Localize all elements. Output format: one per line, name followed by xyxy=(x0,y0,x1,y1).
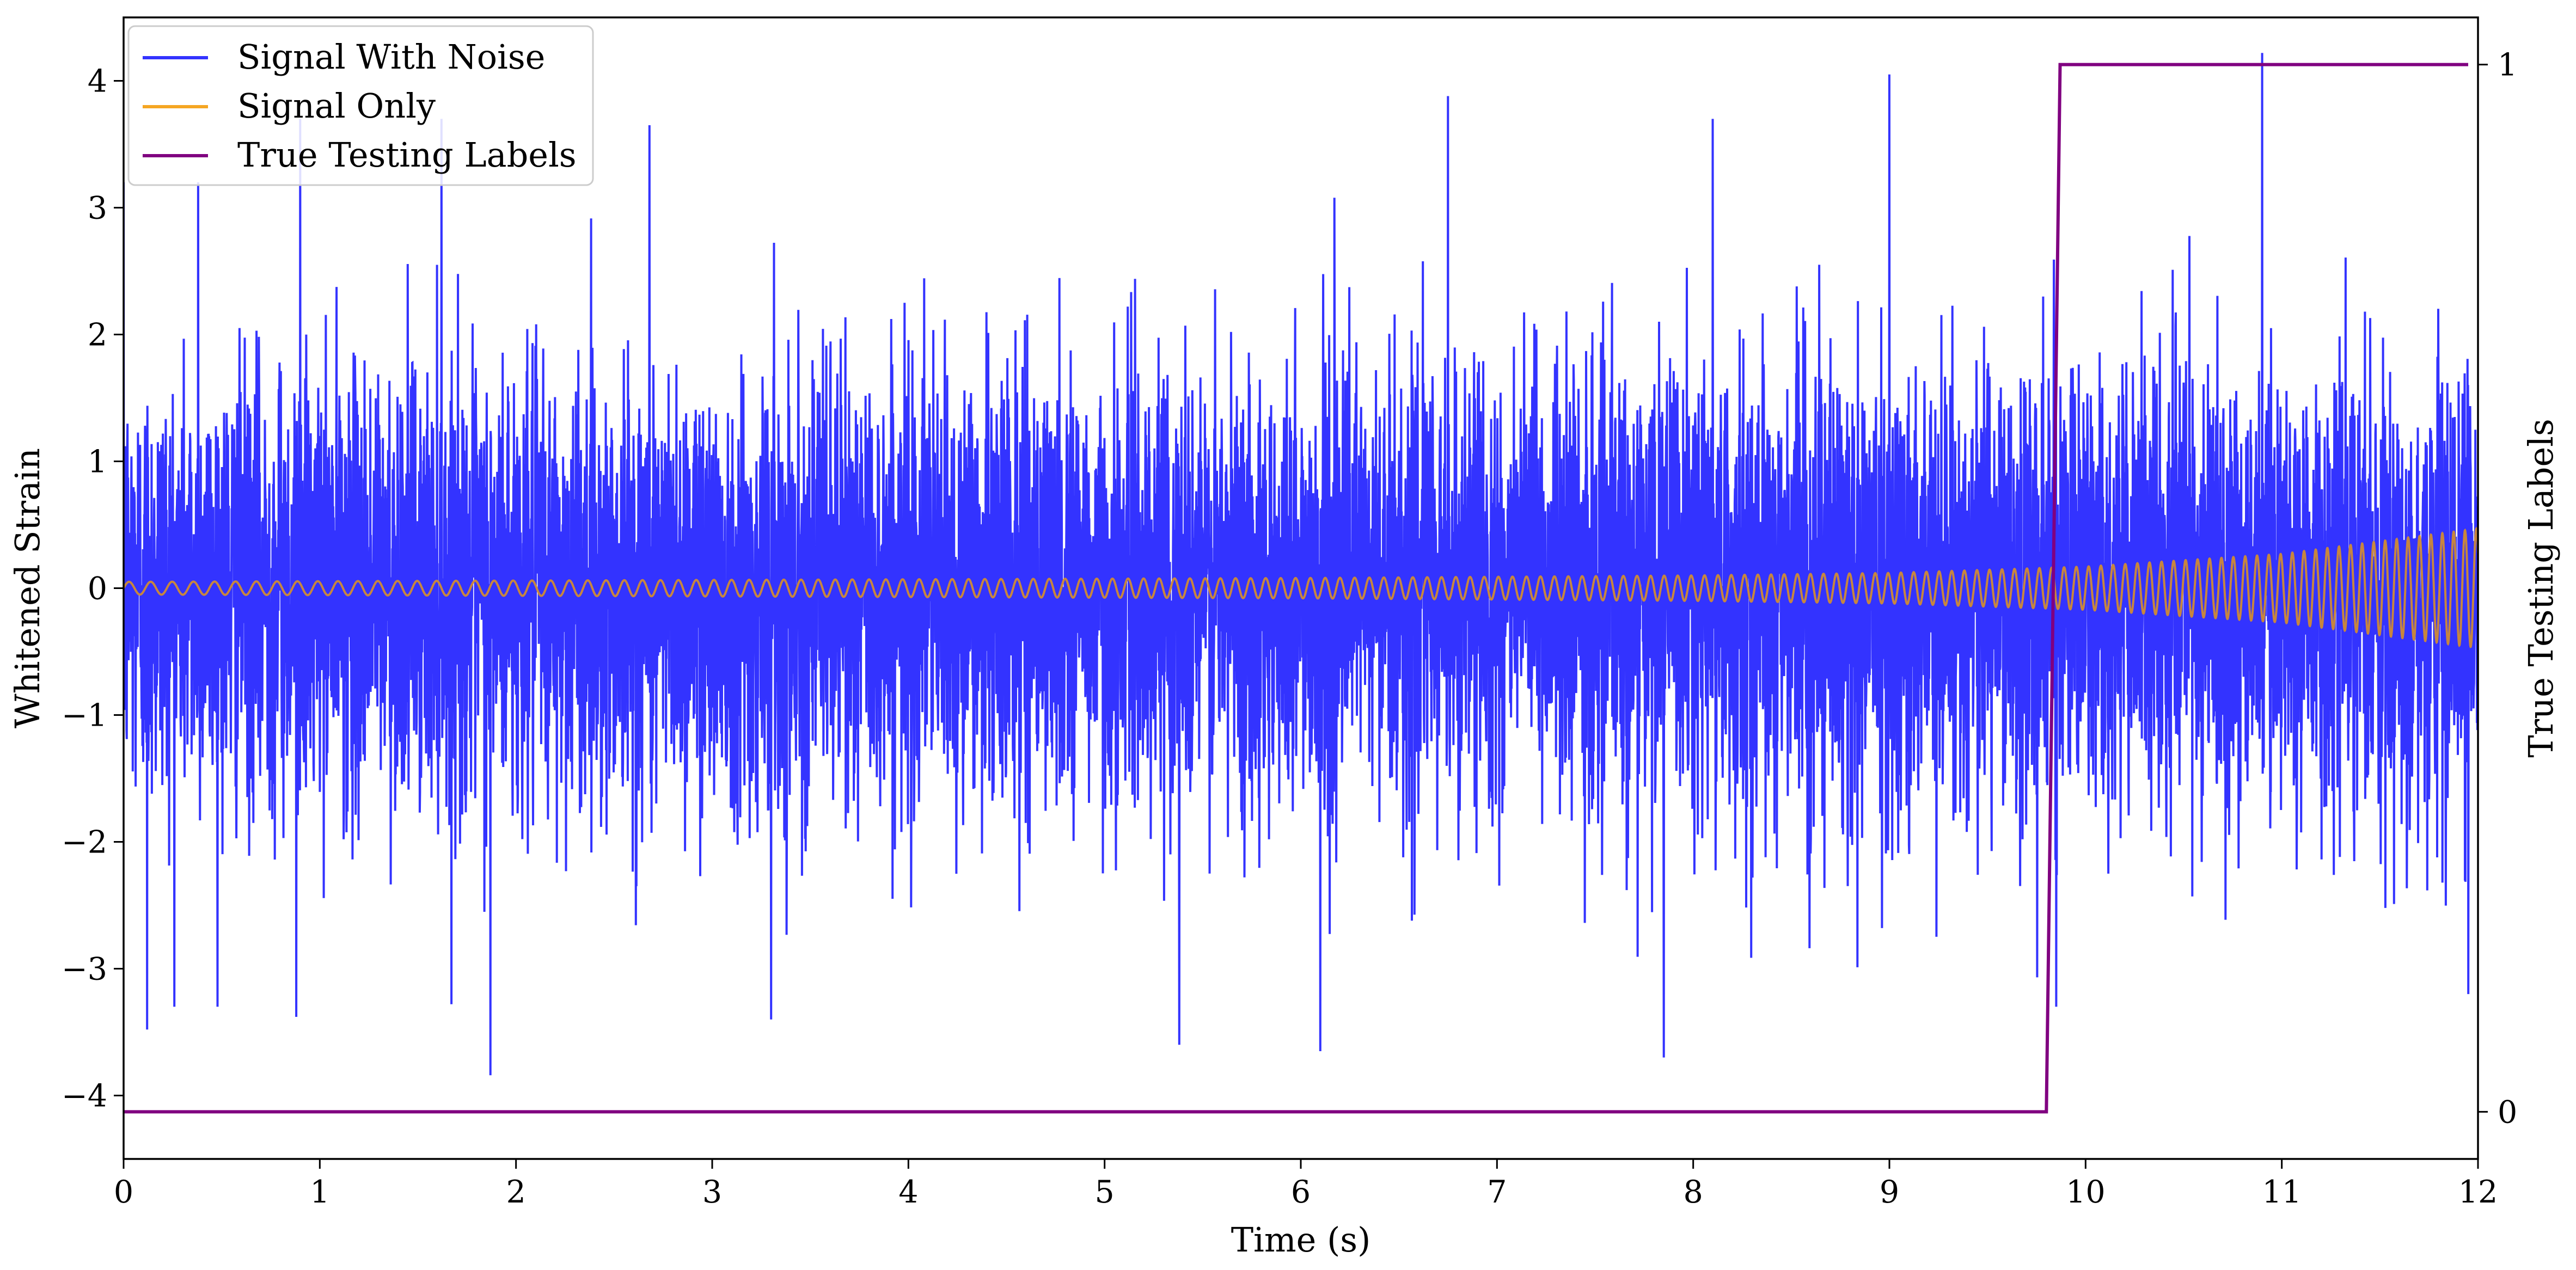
y-tick-label: 4 xyxy=(88,64,107,100)
x-tick-label: 11 xyxy=(2262,1174,2302,1210)
y-tick-label: −3 xyxy=(62,952,107,987)
y2-tick-label: 0 xyxy=(2498,1094,2517,1130)
legend-label: Signal Only xyxy=(237,86,436,126)
x-tick-label: 9 xyxy=(1880,1174,1899,1210)
x-tick-label: 10 xyxy=(2066,1174,2106,1210)
legend-box xyxy=(127,25,594,186)
y2-tick-label: 1 xyxy=(2498,47,2517,83)
legend-label: Signal With Noise xyxy=(237,37,545,77)
x-tick-label: 8 xyxy=(1684,1174,1703,1210)
series-signal-only xyxy=(124,526,2478,648)
legend: Signal With Noise Signal Only True Testing… xyxy=(127,25,594,186)
y-axis-label: Whitened Strain xyxy=(8,448,47,728)
y-tick-label: 1 xyxy=(88,444,107,480)
series-signal-with-noise xyxy=(124,53,2478,1076)
x-tick-label: 6 xyxy=(1291,1174,1311,1210)
x-tick-label: 5 xyxy=(1095,1174,1115,1210)
x-tick-label: 12 xyxy=(2458,1174,2498,1210)
x-tick-label: 0 xyxy=(114,1174,133,1210)
x-tick-label: 2 xyxy=(506,1174,526,1210)
x-tick-label: 1 xyxy=(310,1174,329,1210)
series-true-testing-labels xyxy=(124,63,2468,1114)
y-tick-label: 0 xyxy=(88,571,107,607)
y-tick-label: 2 xyxy=(88,317,107,353)
plot-area xyxy=(124,53,2478,1114)
y-tick-label: −4 xyxy=(62,1078,107,1114)
x-tick-label: 3 xyxy=(702,1174,722,1210)
legend-label: True Testing Labels xyxy=(237,135,577,175)
y2-axis-label: True Testing Labels xyxy=(2521,419,2561,758)
x-axis-label: Time (s) xyxy=(1231,1220,1371,1260)
x-tick-label: 4 xyxy=(898,1174,918,1210)
series-layer xyxy=(124,53,2478,1114)
y-tick-label: 3 xyxy=(88,191,107,226)
y-tick-label: −1 xyxy=(62,698,107,734)
y-tick-label: −2 xyxy=(62,825,107,861)
x-tick-label: 7 xyxy=(1487,1174,1507,1210)
